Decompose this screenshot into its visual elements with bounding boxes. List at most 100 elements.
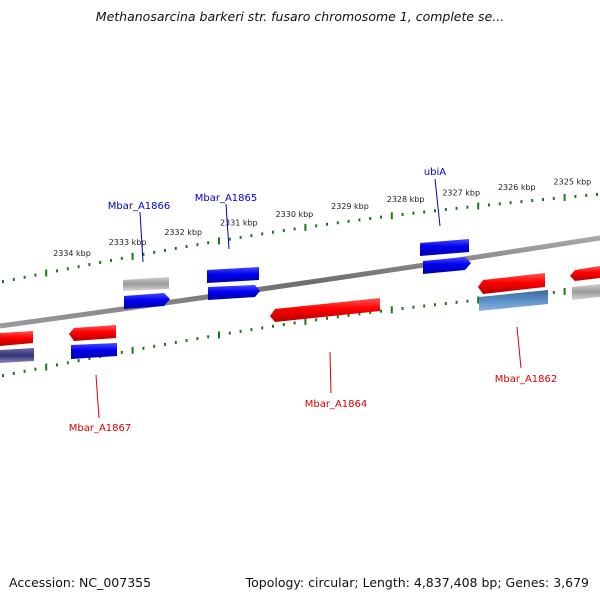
gene-arrow-Mbar_A1866[interactable] <box>124 293 170 309</box>
lower-ruler-tick <box>477 296 480 304</box>
gene-arrow-Mbar_A1864[interactable] <box>270 298 380 322</box>
ruler-tick-label: 2332 kbp <box>164 228 202 237</box>
lower-ruler-tick <box>120 350 123 354</box>
upper-ruler-tick <box>142 252 145 256</box>
leader-ubiA <box>434 178 441 227</box>
upper-ruler-tick <box>477 202 480 210</box>
upper-ruler-tick <box>250 234 253 238</box>
upper-ruler-tick <box>326 222 328 226</box>
lower-ruler-tick <box>466 299 469 303</box>
gene-arrow-Mbar_A1865[interactable] <box>208 285 260 300</box>
label-Mbar_A1867: Mbar_A1867 <box>69 423 132 434</box>
label-Mbar_A1866: Mbar_A1866 <box>108 201 171 212</box>
upper-ruler-tick <box>185 245 188 249</box>
lower-ruler-tick <box>369 310 372 314</box>
upper-ruler-tick <box>358 218 361 222</box>
gene-arrow-Mbar_A1867[interactable] <box>69 325 116 341</box>
upper-ruler-tick <box>380 215 382 219</box>
ruler-tick-label: 2330 kbp <box>276 210 314 219</box>
gene-feature-blue[interactable] <box>71 343 117 359</box>
lower-ruler-tick <box>153 344 156 348</box>
upper-ruler-tick <box>66 267 69 271</box>
lower-ruler-tick <box>282 323 285 327</box>
upper-ruler-tick <box>412 211 415 215</box>
upper-ruler-tick <box>498 202 501 206</box>
topology-summary-text: Topology: circular; Length: 4,837,408 bp… <box>245 575 589 590</box>
lower-ruler-tick <box>304 317 307 325</box>
gene-feature-gray[interactable] <box>123 277 169 291</box>
label-Mbar_A1862: Mbar_A1862 <box>495 374 558 385</box>
upper-ruler-tick <box>574 194 577 198</box>
gene-feature-red[interactable] <box>0 331 33 346</box>
gene-feature-gray-right[interactable] <box>572 284 600 300</box>
lower-ruler-tick <box>45 363 48 371</box>
upper-ruler-tick <box>23 275 26 279</box>
upper-ruler-tick <box>34 273 37 277</box>
lower-ruler-tick <box>131 346 134 354</box>
chromosome-backbone <box>0 235 600 329</box>
ruler-tick-label: 2334 kbp <box>53 249 91 258</box>
upper-ruler-tick <box>293 227 296 231</box>
leader-Mbar_A1862 <box>516 326 522 369</box>
upper-ruler-tick <box>552 196 555 200</box>
upper-ruler-tick <box>542 198 544 202</box>
upper-ruler-tick <box>315 224 318 228</box>
gene-arrow-Mbar_A1862[interactable] <box>478 273 545 294</box>
gene-feature-steel[interactable] <box>479 290 548 311</box>
upper-ruler-tick <box>12 277 15 281</box>
ruler-tick-labels: 2334 kbp 2333 kbp 2332 kbp 2331 kbp 2330 kbp… <box>53 178 591 258</box>
lower-ruler-tick <box>88 357 91 361</box>
leader-Mbar_A1864 <box>329 351 332 394</box>
ruler-tick-label: 2333 kbp <box>109 238 147 247</box>
lower-ruler-tick <box>336 315 339 319</box>
lower-ruler-tick <box>12 371 15 375</box>
upper-ruler-tick <box>153 250 156 254</box>
label-ubiA: ubiA <box>424 167 446 178</box>
lower-ruler-tick <box>434 303 436 307</box>
lower-ruler-tick <box>250 328 253 332</box>
lower-ruler-tick <box>423 304 426 308</box>
upper-ruler-tick <box>110 258 112 262</box>
lower-ruler-tick <box>347 313 350 317</box>
upper-ruler-tick <box>88 263 91 267</box>
lower-ruler-tick <box>390 306 393 314</box>
lower-ruler-tick <box>218 331 220 339</box>
lower-ruler-tick <box>358 312 361 316</box>
gene-feature-blue-c[interactable] <box>420 239 469 256</box>
lower-ruler-tick <box>315 318 318 322</box>
upper-ruler-tick <box>99 260 102 264</box>
upper-ruler-tick <box>174 246 177 250</box>
map-title: Methanosarcina barkeri str. fusaro chrom… <box>95 9 505 24</box>
lower-ruler-tick <box>185 339 188 343</box>
label-Mbar_A1865: Mbar_A1865 <box>195 193 258 204</box>
ruler-tick-label: 2325 kbp <box>554 178 592 187</box>
leader-Mbar_A1867 <box>95 374 100 419</box>
upper-ruler-tick <box>272 230 274 234</box>
lower-ruler-tick <box>23 369 26 373</box>
ruler-tick-label: 2331 kbp <box>220 218 258 227</box>
upper-ruler-tick <box>336 221 339 225</box>
upper-ruler-tick <box>239 235 242 239</box>
leader-Mbar_A1865 <box>225 203 230 250</box>
upper-ruler-tick <box>466 205 469 209</box>
upper-ruler-tick <box>304 223 307 231</box>
ruler-tick-label: 2326 kbp <box>498 183 536 192</box>
gene-arrow-ubiA[interactable] <box>423 257 471 274</box>
gene-feature-blue-b[interactable] <box>207 267 259 283</box>
accession-text: Accession: NC_007355 <box>9 575 152 590</box>
upper-ruler-tick <box>45 269 48 277</box>
gene-feature-dark[interactable] <box>0 348 34 363</box>
upper-ruler-tick <box>164 248 166 252</box>
ruler-tick-label: 2327 kbp <box>442 189 480 198</box>
upper-ruler-tick <box>228 237 231 241</box>
ruler-tick-label: 2328 kbp <box>387 195 425 204</box>
upper-ruler-tick <box>218 237 220 245</box>
lower-ruler-tick <box>444 302 447 306</box>
gene-feature-red-right[interactable] <box>570 266 600 281</box>
upper-ruler-tick <box>488 203 490 207</box>
lower-ruler-tick <box>77 359 80 363</box>
upper-ruler-tick <box>520 200 523 204</box>
upper-ruler-tick <box>455 206 458 210</box>
label-Mbar_A1864: Mbar_A1864 <box>305 399 368 410</box>
